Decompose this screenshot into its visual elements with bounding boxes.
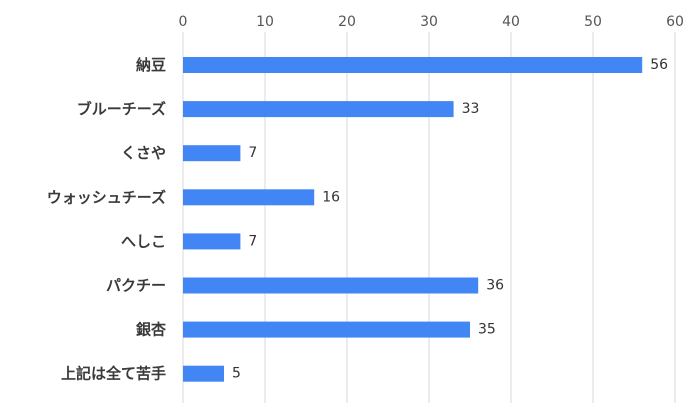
- category-label: ブルーチーズ: [77, 100, 166, 118]
- x-tick-label: 20: [338, 14, 356, 30]
- data-label: 7: [248, 233, 257, 249]
- category-label: パクチー: [106, 277, 166, 295]
- data-label: 36: [486, 278, 504, 294]
- bars: [183, 57, 643, 382]
- x-tick-label: 60: [666, 14, 684, 30]
- x-tick-label: 50: [584, 14, 602, 30]
- gridlines: [182, 32, 676, 403]
- category-label: 上記は全て苦手: [61, 365, 166, 383]
- x-axis-ticks: 0 10 20 30 40 50 60: [179, 14, 684, 30]
- bar: [183, 57, 643, 73]
- data-label: 35: [478, 322, 496, 338]
- data-label: 7: [248, 145, 257, 161]
- bar: [183, 321, 470, 338]
- data-label: 56: [650, 57, 668, 73]
- bar: [183, 277, 479, 294]
- x-tick-label: 30: [420, 14, 438, 30]
- bar: [183, 189, 315, 206]
- category-label: ウォッシュチーズ: [47, 188, 166, 206]
- bar: [183, 233, 241, 250]
- category-label: へしこ: [121, 232, 166, 250]
- x-tick-label: 40: [502, 14, 520, 30]
- data-label: 33: [462, 101, 480, 117]
- bar: [183, 145, 241, 162]
- category-label: 銀杏: [136, 321, 167, 339]
- category-label: 納豆: [136, 56, 166, 74]
- bar: [183, 365, 224, 382]
- x-tick-label: 10: [256, 14, 274, 30]
- data-labels: 56 33 7 16 7 36 35 5: [232, 57, 668, 382]
- data-label: 5: [232, 366, 241, 382]
- category-label: くさや: [121, 144, 166, 162]
- bar: [183, 101, 454, 118]
- x-tick-label: 0: [179, 14, 188, 30]
- data-label: 16: [322, 189, 340, 205]
